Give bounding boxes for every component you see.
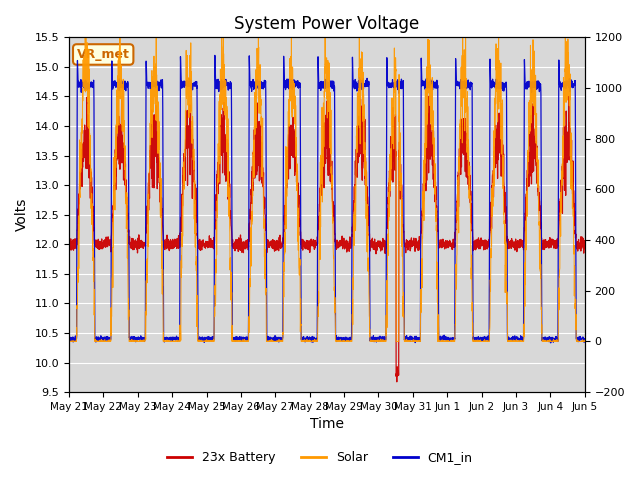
X-axis label: Time: Time [310, 418, 344, 432]
Y-axis label: Volts: Volts [15, 198, 29, 231]
Title: System Power Voltage: System Power Voltage [234, 15, 420, 33]
Legend: 23x Battery, Solar, CM1_in: 23x Battery, Solar, CM1_in [163, 446, 477, 469]
Text: VR_met: VR_met [77, 48, 130, 61]
